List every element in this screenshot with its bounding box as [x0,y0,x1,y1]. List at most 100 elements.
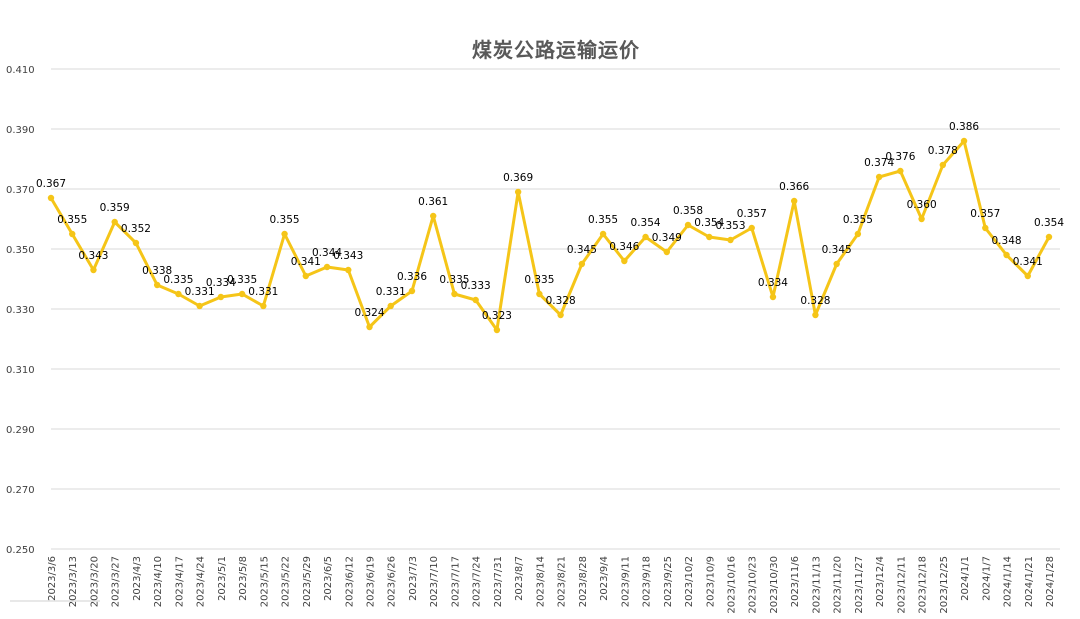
data-label: 0.335 [227,274,257,286]
data-label: 0.323 [482,310,512,322]
data-label: 0.341 [1013,256,1043,268]
data-label: 0.331 [248,286,278,298]
data-label: 0.357 [970,208,1000,220]
data-point [514,188,522,196]
data-label: 0.335 [439,274,469,286]
x-tick-label: 2023/11/13 [811,556,822,614]
y-tick-label: 0.410 [6,65,35,76]
x-tick-label: 2023/6/12 [344,556,355,607]
series-line [49,139,1051,332]
x-tick-label: 2023/11/6 [790,556,801,607]
data-label: 0.335 [524,274,554,286]
data-point [897,167,904,175]
data-label: 0.357 [737,208,767,220]
data-point [153,281,161,289]
x-tick-label: 2023/4/24 [196,556,207,607]
x-tick-label: 2023/3/27 [111,556,122,607]
data-point [345,266,352,274]
data-point [323,263,331,271]
x-tick-label: 2023/5/15 [259,556,270,607]
x-tick-label: 2024/1/28 [1045,556,1056,607]
data-label: 0.335 [163,274,193,286]
x-tick-label: 2023/10/23 [748,556,759,614]
data-point [875,173,883,181]
x-tick-label: 2023/9/11 [620,556,631,607]
data-label: 0.367 [36,178,66,190]
x-tick-label: 2023/12/11 [896,556,907,614]
x-tick-label: 2023/8/7 [514,556,525,601]
data-label: 0.352 [121,223,151,235]
data-point [960,137,968,145]
data-label: 0.354 [631,217,661,229]
data-label: 0.349 [652,232,682,244]
data-point [260,302,267,310]
data-point [790,197,798,205]
data-label: 0.348 [992,235,1022,247]
data-point [302,272,310,280]
x-tick-label: 2024/1/14 [1003,556,1014,607]
y-tick-label: 0.370 [6,185,35,196]
data-point [493,326,501,334]
data-point [175,290,182,298]
data-point [69,230,76,238]
x-tick-label: 2023/5/8 [238,556,249,601]
chart-title: 煤炭公路运输运价 [472,38,640,62]
x-tick-label: 2023/9/18 [642,556,653,607]
data-point [854,230,862,238]
data-point [578,260,586,268]
data-point [557,311,564,319]
data-point [769,293,777,301]
y-tick-label: 0.350 [6,245,35,256]
data-point [727,236,734,244]
data-point [621,257,628,265]
x-tick-label: 2023/9/25 [663,556,674,607]
x-tick-label: 2023/6/26 [387,556,398,607]
x-axis-ticks: 2023/3/6 2023/3/13 2023/3/20 2023/3/27 2023/… [47,556,1056,614]
x-tick-label: 2023/7/17 [450,556,461,607]
data-label: 0.353 [715,220,745,232]
y-axis-ticks: 0.250 0.270 0.290 0.310 0.330 0.350 0.370 0.390… [6,65,35,556]
x-tick-label: 2023/3/13 [68,556,79,607]
data-label: 0.328 [546,295,576,307]
x-tick-label: 2023/9/4 [599,556,610,601]
y-tick-label: 0.390 [6,125,35,136]
data-point [748,224,755,232]
y-tick-label: 0.290 [6,425,35,436]
data-point [430,212,437,220]
data-label: 0.376 [885,151,915,163]
data-label: 0.366 [779,181,809,193]
x-tick-label: 2023/6/19 [366,556,377,607]
data-label: 0.334 [758,277,788,289]
x-tick-label: 2024/1/1 [960,556,971,601]
data-point [47,194,55,202]
x-tick-label: 2023/10/9 [705,556,716,607]
data-label: 0.334 [206,277,236,289]
x-tick-label: 2023/4/3 [132,556,143,601]
data-point [472,296,479,304]
x-tick-label: 2023/5/22 [281,556,292,607]
data-label: 0.378 [928,145,958,157]
data-point [939,161,947,169]
data-label: 0.343 [78,250,108,262]
x-tick-label: 2023/11/27 [854,556,865,614]
x-tick-label: 2023/10/16 [726,556,737,614]
data-label: 0.338 [142,265,172,277]
x-tick-label: 2024/1/7 [981,556,992,601]
data-point [408,287,416,295]
data-point [90,266,97,274]
y-tick-label: 0.330 [6,305,35,316]
data-point [281,230,288,238]
data-label: 0.355 [843,214,873,226]
data-point [217,293,225,301]
data-label: 0.343 [333,250,363,262]
data-label: 0.336 [397,271,427,283]
data-point [684,221,692,229]
data-label: 0.355 [57,214,87,226]
data-point [1003,251,1010,259]
x-tick-label: 2023/3/6 [47,556,58,601]
data-label: 0.341 [291,256,321,268]
data-label: 0.354 [1034,217,1064,229]
x-tick-label: 2023/7/24 [472,556,483,607]
